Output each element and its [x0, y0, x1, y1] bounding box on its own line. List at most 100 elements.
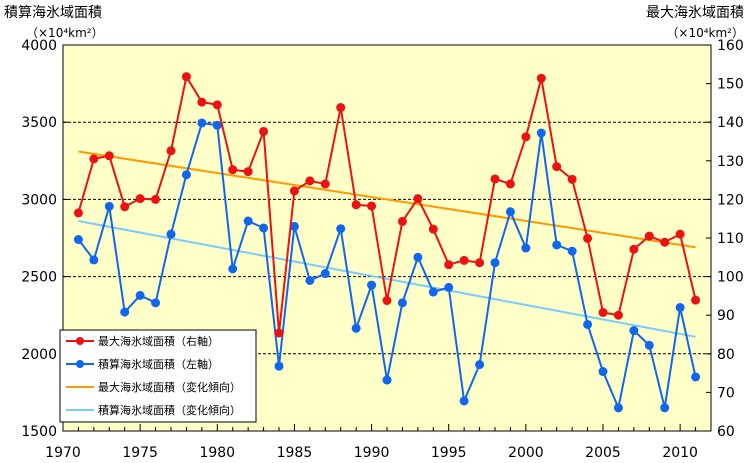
x-tick-label: 1985 — [277, 445, 313, 461]
x-tick-label: 1980 — [199, 445, 235, 461]
x-tick-label: 1970 — [45, 445, 81, 461]
max-area-point — [228, 165, 238, 175]
max-area-point — [243, 167, 253, 177]
max-area-point — [382, 296, 392, 306]
right-tick-label: 150 — [717, 77, 744, 93]
max-area-point — [521, 132, 531, 142]
accum-area-point — [660, 403, 670, 413]
max-area-point — [629, 244, 639, 254]
legend-label-accum: 積算海氷域面積（左軸） — [98, 357, 219, 371]
right-axis-title: 最大海氷域面積 — [646, 5, 744, 21]
accum-area-point — [274, 361, 284, 371]
left-tick-label: 1500 — [21, 424, 57, 440]
max-area-point — [367, 201, 377, 211]
right-tick-label: 130 — [717, 154, 744, 170]
max-area-point — [644, 231, 654, 241]
accum-area-point — [505, 207, 515, 217]
x-tick-label: 1975 — [122, 445, 158, 461]
max-area-point — [490, 174, 500, 184]
max-area-point — [505, 179, 515, 189]
accum-area-point — [691, 372, 701, 382]
accum-area-point — [120, 307, 130, 317]
accum-area-point — [675, 302, 685, 312]
left-axis-title: 積算海氷域面積 — [4, 5, 102, 21]
max-area-point — [583, 233, 593, 243]
accum-area-point — [305, 275, 315, 285]
left-tick-label: 3500 — [21, 115, 57, 131]
right-tick-label: 100 — [717, 270, 744, 286]
max-area-point — [212, 100, 222, 110]
max-area-point — [675, 229, 685, 239]
legend-item-max: 最大海氷域面積（右軸） — [66, 334, 219, 348]
accum-area-point — [521, 243, 531, 253]
max-area-point — [428, 224, 438, 234]
left-tick-label: 2000 — [21, 347, 57, 363]
max-area-point — [336, 103, 346, 113]
x-tick-label: 1990 — [354, 445, 390, 461]
accum-area-point — [536, 128, 546, 138]
accum-area-point — [197, 118, 207, 128]
series-layer — [73, 72, 701, 413]
accum-area-point — [166, 229, 176, 239]
right-tick-label: 140 — [717, 115, 744, 131]
legend-marker-accum — [76, 360, 84, 368]
max-area-point — [151, 194, 161, 204]
max-area-point — [691, 295, 701, 305]
max-area-point — [320, 179, 330, 189]
legend-label-max-trend: 最大海氷域面積（変化傾向） — [98, 380, 241, 394]
left-tick-label: 4000 — [21, 38, 57, 54]
accum-area-point — [151, 298, 161, 308]
accum-area-point — [475, 360, 485, 370]
max-area-point — [274, 328, 284, 338]
legend-item-accum: 積算海氷域面積（左軸） — [66, 357, 219, 371]
max-area-point — [459, 255, 469, 265]
accum-area-point — [382, 375, 392, 385]
max-area-point — [552, 162, 562, 172]
accum-area-point — [613, 403, 623, 413]
accum-area-point — [459, 396, 469, 406]
accum-area-point — [320, 269, 330, 279]
accum-area-point — [181, 170, 191, 180]
right-axis-unit: （×10⁴km²） — [666, 26, 744, 40]
accum-area-point — [104, 201, 114, 211]
accum-area-point — [552, 240, 562, 250]
accum-area-point — [135, 290, 145, 300]
legend: 最大海氷域面積（右軸） 積算海氷域面積（左軸） 最大海氷域面積（変化傾向） 積算… — [59, 329, 257, 423]
legend-marker-max — [76, 337, 84, 345]
left-tick-label: 2500 — [21, 270, 57, 286]
max-area-point — [475, 258, 485, 268]
accum-trend-line — [78, 220, 696, 338]
legend-item-accum-trend: 積算海氷域面積（変化傾向） — [66, 403, 241, 417]
right-tick-label: 60 — [717, 424, 735, 440]
max-area-point — [351, 200, 361, 210]
max-area-point — [259, 126, 269, 136]
accum-area-point — [89, 255, 99, 265]
accum-area-point — [567, 246, 577, 256]
max-area-point — [104, 151, 114, 161]
right-tick-label: 160 — [717, 38, 744, 54]
max-area-point — [444, 260, 454, 270]
accum-area-point — [259, 223, 269, 233]
x-tick-label: 1995 — [431, 445, 467, 461]
max-area-point — [289, 186, 299, 196]
accum-area-point — [351, 323, 361, 333]
max-area-point — [397, 216, 407, 226]
accum-area-point — [583, 319, 593, 329]
max-area-point — [73, 208, 83, 218]
right-tick-label: 80 — [717, 347, 735, 363]
max-area-point — [181, 72, 191, 82]
accum-area-point — [629, 326, 639, 336]
max-area-point — [613, 310, 623, 320]
max-area-point — [89, 154, 99, 164]
accum-area-point — [444, 282, 454, 292]
legend-label-max: 最大海氷域面積（右軸） — [98, 334, 219, 348]
max-area-point — [120, 202, 130, 212]
max-area-point — [536, 73, 546, 83]
max-area-point — [598, 307, 608, 317]
right-y-axis: 60 70 80 90 100 110 120 130 140 150 160 — [706, 38, 744, 440]
accum-area-point — [243, 216, 253, 226]
accum-area-point — [490, 258, 500, 268]
max-area-point — [305, 176, 315, 186]
right-tick-label: 90 — [717, 308, 735, 324]
